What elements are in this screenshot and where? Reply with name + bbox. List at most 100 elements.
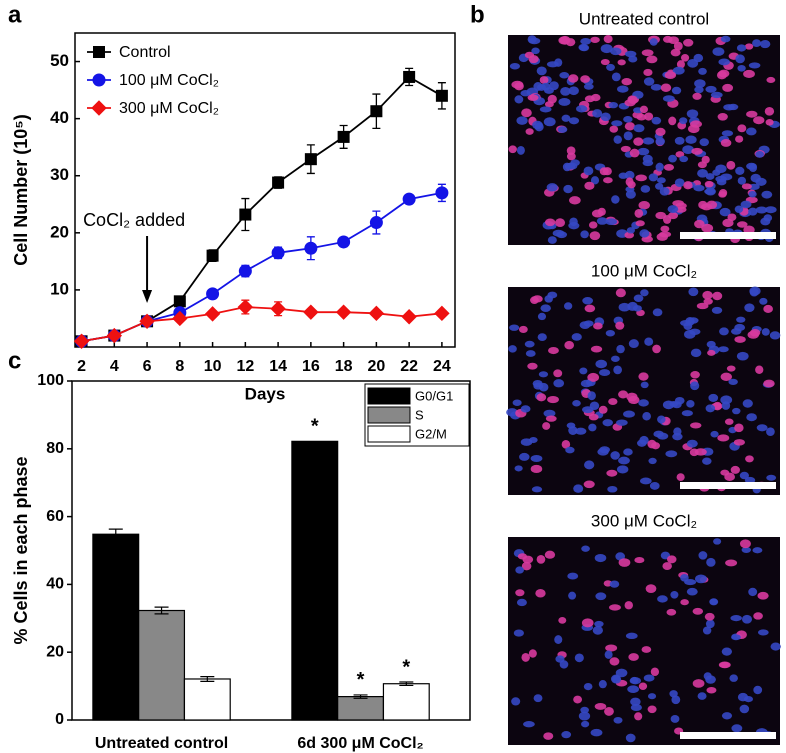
cell: [763, 379, 775, 388]
legend-label: 300 μM CoCl₂: [119, 100, 219, 117]
cell: [563, 302, 573, 310]
cell: [544, 218, 556, 227]
y-tick-label: 10: [50, 279, 69, 298]
cell: [624, 50, 637, 58]
cell: [708, 393, 719, 402]
cell: [580, 379, 593, 388]
x-tick-label: 14: [269, 358, 287, 375]
cell: [759, 297, 768, 305]
cell: [518, 325, 528, 334]
cell: [600, 112, 611, 122]
cell: [537, 333, 547, 341]
cell: [544, 295, 553, 303]
legend-swatch: [367, 425, 411, 443]
cell: [746, 162, 757, 170]
cell: [625, 733, 636, 743]
y-tick-label: 20: [50, 222, 69, 241]
cell: [720, 35, 731, 43]
cell: [679, 155, 689, 163]
cell: [624, 122, 636, 131]
cell: [617, 85, 629, 93]
y-tick-label: 50: [50, 51, 69, 70]
cell: [693, 184, 705, 192]
x-tick-label: 4: [110, 358, 119, 375]
cell: [740, 200, 752, 209]
cell: [606, 469, 618, 477]
marker: [106, 327, 123, 344]
cell: [516, 145, 525, 155]
cell: [735, 135, 744, 143]
cell: [537, 312, 547, 321]
cell: [688, 287, 699, 297]
cell: [644, 337, 654, 346]
cell: [739, 471, 749, 480]
cell: [609, 125, 619, 133]
cell: [621, 78, 633, 86]
image-title: Untreated control: [579, 9, 709, 28]
legend-swatch: [367, 387, 411, 405]
cell: [530, 296, 539, 305]
cell: [594, 620, 604, 628]
cell: [718, 58, 730, 66]
x-tick-label: 10: [204, 358, 222, 375]
cell: [610, 355, 620, 362]
cell: [719, 207, 731, 217]
cell: [752, 39, 762, 48]
cell: [513, 629, 524, 637]
cell: [709, 598, 719, 606]
cell: [726, 160, 736, 170]
cell: [703, 298, 713, 305]
cell: [572, 400, 581, 407]
cell: [543, 409, 556, 418]
cell: [514, 465, 523, 472]
cell: [606, 63, 615, 71]
micrograph: [508, 537, 780, 745]
cell: [687, 124, 700, 134]
cell: [699, 138, 709, 147]
cell: [705, 404, 716, 413]
panel-label: a: [8, 1, 22, 28]
cell: [734, 323, 746, 332]
cell: [520, 405, 531, 413]
cell: [641, 49, 654, 57]
cell: [639, 229, 650, 238]
cell: [760, 217, 771, 226]
cell: [580, 706, 589, 714]
cell: [593, 322, 603, 330]
cell: [761, 190, 773, 199]
cell: [615, 288, 626, 298]
cell: [686, 587, 698, 596]
cell: [533, 694, 543, 703]
cell: [633, 124, 645, 133]
cell: [611, 120, 623, 127]
cell: [662, 562, 672, 570]
panel-label: c: [8, 347, 21, 374]
cell: [710, 91, 723, 99]
marker: [304, 241, 318, 255]
cell: [618, 172, 628, 179]
cell: [583, 682, 593, 691]
cell: [676, 60, 685, 69]
cell: [528, 37, 541, 45]
cell: [584, 95, 595, 103]
cell: [716, 178, 727, 186]
cell: [592, 109, 603, 118]
error-bar: [108, 528, 123, 540]
cell: [666, 555, 677, 564]
cell: [569, 196, 581, 205]
cell: [744, 476, 756, 484]
cell: [539, 106, 552, 113]
significance-marker: *: [402, 656, 410, 678]
cell: [580, 38, 592, 45]
cell: [639, 477, 652, 485]
cell: [716, 70, 727, 80]
cell: [698, 551, 708, 560]
y-tick-label: 100: [37, 372, 64, 389]
legend-label: S: [415, 407, 424, 422]
cell: [563, 184, 573, 194]
cell: [734, 205, 744, 214]
x-tick-label: 2: [77, 358, 86, 375]
cell: [710, 430, 719, 438]
cell: [676, 473, 685, 481]
legend-swatch: [367, 406, 411, 424]
